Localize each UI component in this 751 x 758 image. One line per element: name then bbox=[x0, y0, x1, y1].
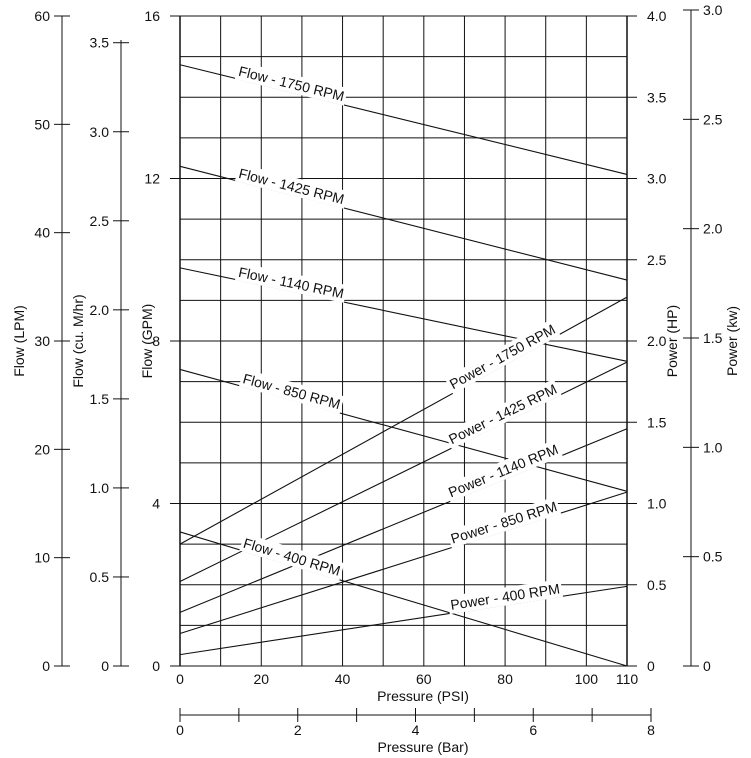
bar-axis-title: Pressure (Bar) bbox=[377, 739, 468, 755]
series-label-background bbox=[446, 496, 562, 549]
bar-tick-label: 6 bbox=[529, 722, 537, 738]
series-label: Power - 850 RPM bbox=[449, 498, 559, 547]
chart-axes bbox=[54, 9, 699, 722]
kw-tick-label: 0 bbox=[703, 658, 711, 674]
psi-tick-label: 110 bbox=[616, 671, 639, 687]
series-label: Power - 1140 RPM bbox=[446, 441, 561, 500]
psi-tick-label: 20 bbox=[253, 671, 269, 687]
series-label-background bbox=[444, 319, 561, 395]
series-label-background bbox=[234, 61, 349, 106]
m3hr-tick-label: 0 bbox=[101, 658, 109, 674]
gpm-tick-label: 8 bbox=[152, 333, 160, 349]
lpm-tick-label: 40 bbox=[34, 225, 50, 241]
hp-tick-label: 3.5 bbox=[647, 89, 667, 105]
series-label-background bbox=[443, 378, 562, 449]
hp-tick-label: 2.5 bbox=[647, 252, 667, 268]
m3hr-tick-label: 2.0 bbox=[90, 302, 110, 318]
m3hr-tick-label: 0.5 bbox=[90, 569, 110, 585]
m3hr-tick-label: 2.5 bbox=[90, 213, 110, 229]
series-label: Flow - 1425 RPM bbox=[237, 165, 346, 207]
series-label-background bbox=[238, 368, 345, 414]
psi-axis-title: Pressure (PSI) bbox=[377, 688, 469, 704]
kw-tick-label: 1.5 bbox=[703, 330, 723, 346]
kw-tick-label: 3.0 bbox=[703, 2, 723, 18]
hp-tick-label: 0.5 bbox=[647, 577, 667, 593]
series-label: Flow - 1750 RPM bbox=[237, 63, 346, 104]
kw-tick-label: 0.5 bbox=[703, 549, 723, 565]
hp-tick-label: 1.5 bbox=[647, 414, 667, 430]
psi-tick-label: 80 bbox=[497, 671, 513, 687]
gpm-tick-label: 0 bbox=[152, 658, 160, 674]
lpm-axis-title: Flow (LPM) bbox=[11, 305, 27, 377]
bar-tick-label: 0 bbox=[176, 722, 184, 738]
m3hr-axis-title: Flow (cu. M/hr) bbox=[70, 294, 86, 387]
series-label: Flow - 1140 RPM bbox=[237, 264, 345, 302]
m3hr-tick-label: 1.5 bbox=[90, 391, 110, 407]
series-label: Power - 1425 RPM bbox=[446, 381, 559, 447]
gpm-tick-label: 16 bbox=[144, 8, 160, 24]
hp-tick-label: 2.0 bbox=[647, 333, 667, 349]
kw-tick-label: 1.0 bbox=[703, 439, 723, 455]
plot-grid bbox=[179, 15, 628, 667]
gpm-tick-label: 4 bbox=[152, 496, 160, 512]
psi-tick-label: 100 bbox=[575, 671, 599, 687]
m3hr-tick-label: 1.0 bbox=[90, 480, 110, 496]
series-label-background bbox=[447, 579, 564, 615]
series-label: Flow - 400 RPM bbox=[242, 535, 343, 579]
lpm-tick-label: 0 bbox=[42, 658, 50, 674]
bar-tick-label: 4 bbox=[412, 722, 420, 738]
lpm-tick-label: 30 bbox=[34, 333, 50, 349]
series-label-background bbox=[239, 533, 345, 581]
series-line bbox=[179, 296, 628, 545]
lpm-tick-label: 10 bbox=[34, 550, 50, 566]
hp-tick-label: 0 bbox=[647, 658, 655, 674]
hp-axis-title: Power (HP) bbox=[664, 305, 680, 377]
lpm-tick-label: 50 bbox=[34, 116, 50, 132]
series-label: Flow - 850 RPM bbox=[241, 370, 342, 412]
chart-series bbox=[179, 64, 628, 667]
hp-tick-label: 3.0 bbox=[647, 171, 667, 187]
bar-tick-label: 2 bbox=[294, 722, 302, 738]
series-label-background bbox=[443, 439, 563, 503]
m3hr-tick-label: 3.5 bbox=[90, 35, 110, 51]
series-label-background bbox=[234, 163, 349, 209]
hp-tick-label: 1.0 bbox=[647, 496, 667, 512]
gpm-tick-label: 12 bbox=[144, 171, 160, 187]
kw-tick-label: 2.0 bbox=[703, 221, 723, 237]
series-label-background bbox=[234, 262, 348, 303]
psi-tick-label: 40 bbox=[335, 671, 351, 687]
gpm-axis-title: Flow (GPM) bbox=[139, 304, 155, 379]
kw-tick-label: 2.5 bbox=[703, 111, 723, 127]
hp-tick-label: 4.0 bbox=[647, 8, 667, 24]
kw-axis-title: Power (kw) bbox=[724, 306, 740, 376]
lpm-tick-label: 60 bbox=[34, 8, 50, 24]
bar-tick-label: 8 bbox=[647, 722, 655, 738]
psi-tick-label: 60 bbox=[416, 671, 432, 687]
m3hr-tick-label: 3.0 bbox=[90, 124, 110, 140]
lpm-tick-label: 20 bbox=[34, 441, 50, 457]
psi-tick-label: 0 bbox=[176, 671, 184, 687]
